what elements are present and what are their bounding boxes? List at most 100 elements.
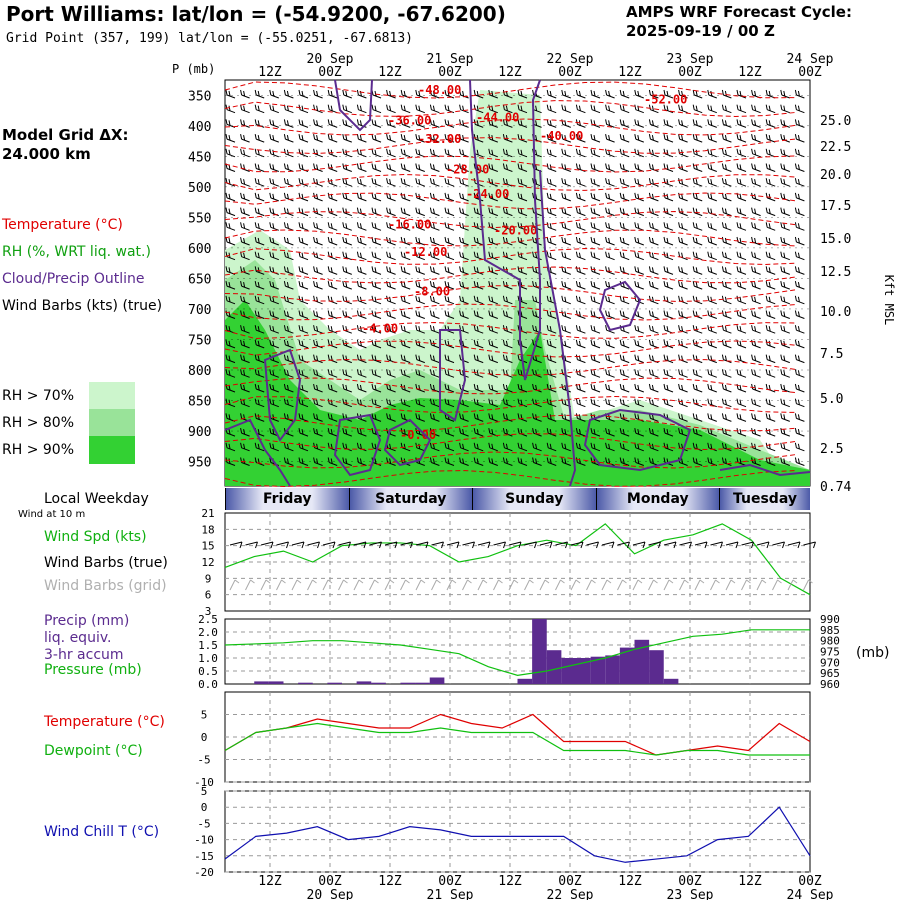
wind-barb xyxy=(429,354,440,364)
wind-barb xyxy=(298,428,309,437)
wind-barb xyxy=(502,413,513,422)
grid-wind-barb xyxy=(586,579,596,591)
wind-barb xyxy=(561,325,571,334)
surface-wind-barb xyxy=(570,541,584,549)
wind-barb xyxy=(619,134,630,143)
wind-barb xyxy=(298,281,309,290)
wind-barb xyxy=(371,119,382,128)
wind-barb xyxy=(678,236,688,246)
grid-wind-barb xyxy=(741,579,751,591)
wind-barb xyxy=(663,119,674,128)
wind-barb xyxy=(459,207,469,217)
wind-barb xyxy=(634,369,644,378)
height-tick-label: 22.5 xyxy=(820,140,851,155)
wind-barb xyxy=(546,325,557,334)
wind-barb xyxy=(313,89,323,99)
bottom-date-label: 21 Sep xyxy=(427,888,474,900)
wind-barb xyxy=(736,413,747,422)
wind-barb xyxy=(444,119,455,128)
wind-barb xyxy=(371,163,382,172)
wind-barb xyxy=(736,369,747,378)
wind-barb xyxy=(429,310,440,319)
wind-barb xyxy=(327,266,338,275)
wind-chill-tick: 5 xyxy=(201,785,208,798)
wind-barb xyxy=(575,413,586,422)
wind-barb xyxy=(254,281,265,290)
wind-barb xyxy=(619,89,630,99)
wind-barb xyxy=(313,354,323,364)
wind-barb xyxy=(561,89,571,99)
wind-barb xyxy=(298,369,309,378)
wind-barb xyxy=(575,339,586,349)
wind-barb xyxy=(225,369,236,378)
wind-barb xyxy=(459,295,469,305)
wind-barb xyxy=(283,89,294,99)
wind-barb xyxy=(283,398,294,408)
wind-barb xyxy=(342,134,352,143)
wind-barb xyxy=(444,310,455,319)
wind-barb xyxy=(240,442,250,452)
temperature-contour-label: -4.00 xyxy=(362,321,398,335)
top-time-label: 00Z xyxy=(798,65,822,80)
wind-barb xyxy=(444,251,455,261)
wind-barb xyxy=(459,310,469,319)
wind-barb xyxy=(313,134,323,143)
surface-wind-barb xyxy=(694,541,708,549)
wind-barb xyxy=(269,89,279,99)
bottom-date-label: 23 Sep xyxy=(667,888,714,900)
wind-barb xyxy=(269,442,279,452)
wind-barb xyxy=(400,178,411,187)
wind-barb xyxy=(356,457,367,466)
surface-wind-barb xyxy=(710,541,723,549)
wind-barb xyxy=(780,148,790,158)
wind-barb xyxy=(648,339,659,349)
wind-barb xyxy=(488,325,498,334)
wind-barb xyxy=(619,163,630,172)
day-tuesday: Tuesday xyxy=(719,488,810,510)
wind-barb xyxy=(590,236,601,246)
wind-barb xyxy=(546,339,557,349)
wind-barb xyxy=(473,325,484,334)
wind-barb xyxy=(751,134,761,143)
wind-barb xyxy=(225,442,236,452)
wind-barb xyxy=(663,89,674,99)
wind-barb xyxy=(605,192,615,202)
wind-barb xyxy=(429,207,440,217)
wind-barb xyxy=(313,310,323,319)
wind-barb xyxy=(502,383,513,393)
wind-barb xyxy=(400,222,411,231)
wind-barb xyxy=(473,413,484,422)
wind-barb xyxy=(429,295,440,305)
wind-barb xyxy=(342,281,352,290)
wind-barb xyxy=(225,354,236,364)
wind-barb xyxy=(517,442,528,452)
wind-barb xyxy=(765,354,776,364)
wind-barb xyxy=(648,266,659,275)
wind-barb xyxy=(721,104,732,114)
wind-barb xyxy=(502,398,513,408)
legend-precip-1: Precip (mm) xyxy=(44,613,130,629)
height-tick-label: 15.0 xyxy=(820,232,851,247)
wind-barb xyxy=(794,104,805,114)
wind-barb xyxy=(240,369,250,378)
wind-barb xyxy=(327,134,338,143)
wind-barb xyxy=(648,428,659,437)
wind-barb xyxy=(444,354,455,364)
wind-barb xyxy=(678,310,688,319)
wind-barb xyxy=(605,251,615,261)
wind-barb xyxy=(400,134,411,143)
surface-wind-barb xyxy=(679,541,692,549)
grid-wind-barb xyxy=(508,579,519,591)
precip-bar xyxy=(546,650,562,684)
wind-barb xyxy=(269,207,279,217)
wind-barb xyxy=(254,369,265,378)
wind-barb xyxy=(371,251,382,261)
top-time-label: 12Z xyxy=(498,65,522,80)
wind-barb xyxy=(794,295,805,305)
wind-barb xyxy=(429,413,440,422)
wind-barb xyxy=(313,325,323,334)
wind-barb xyxy=(444,428,455,437)
wind-barb xyxy=(473,266,484,275)
wind-chill-tick: -15 xyxy=(194,850,214,863)
wind-barb xyxy=(283,134,294,143)
